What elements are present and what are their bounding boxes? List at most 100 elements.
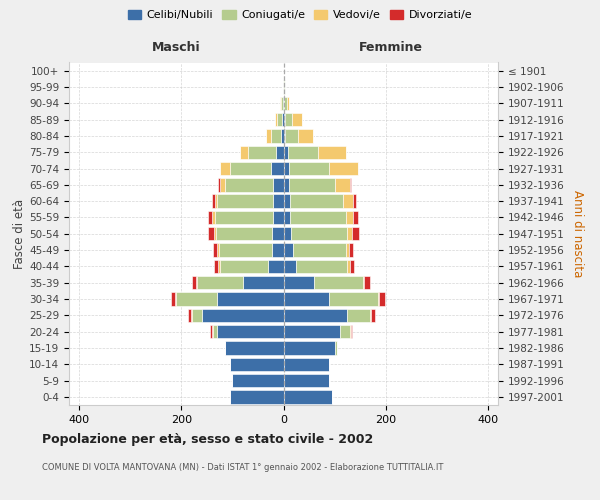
Bar <box>291 227 347 240</box>
Bar <box>240 146 248 159</box>
Bar <box>352 227 359 240</box>
Bar <box>217 244 218 256</box>
Bar <box>284 358 329 371</box>
Bar <box>176 292 217 306</box>
Bar <box>287 96 289 110</box>
Bar <box>284 325 340 338</box>
Bar <box>284 113 292 126</box>
Bar <box>271 129 281 142</box>
Y-axis label: Fasce di età: Fasce di età <box>13 198 26 269</box>
Y-axis label: Anni di nascita: Anni di nascita <box>571 190 584 278</box>
Text: Popolazione per età, sesso e stato civile - 2002: Popolazione per età, sesso e stato civil… <box>42 432 373 446</box>
Bar <box>208 211 212 224</box>
Bar <box>283 113 284 126</box>
Bar <box>273 211 284 224</box>
Bar <box>218 178 220 192</box>
Bar <box>188 308 191 322</box>
Bar <box>284 178 289 192</box>
Bar <box>287 146 318 159</box>
Bar <box>292 113 302 126</box>
Bar <box>346 244 349 256</box>
Bar <box>191 308 202 322</box>
Bar <box>284 146 287 159</box>
Bar <box>225 341 284 354</box>
Bar <box>335 178 350 192</box>
Bar <box>217 194 273 208</box>
Bar <box>280 96 281 110</box>
Bar <box>230 390 284 404</box>
Bar <box>350 178 352 192</box>
Bar <box>242 276 284 289</box>
Bar <box>230 358 284 371</box>
Bar <box>232 374 284 387</box>
Bar <box>378 292 379 306</box>
Bar <box>220 178 225 192</box>
Bar <box>281 96 283 110</box>
Bar <box>362 276 364 289</box>
Bar <box>220 260 268 273</box>
Bar <box>284 341 335 354</box>
Bar <box>347 308 370 322</box>
Bar <box>284 308 347 322</box>
Bar <box>217 292 284 306</box>
Bar <box>370 308 371 322</box>
Bar <box>284 260 296 273</box>
Bar <box>196 276 197 289</box>
Bar <box>347 260 350 273</box>
Bar <box>284 96 287 110</box>
Bar <box>277 113 283 126</box>
Bar <box>353 211 358 224</box>
Bar <box>273 194 284 208</box>
Bar <box>213 325 217 338</box>
Bar <box>329 292 378 306</box>
Bar <box>214 260 218 273</box>
Bar <box>284 390 332 404</box>
Bar <box>216 227 272 240</box>
Bar <box>335 341 337 354</box>
Bar <box>289 162 329 175</box>
Bar <box>230 162 271 175</box>
Bar <box>218 260 220 273</box>
Bar <box>371 308 376 322</box>
Bar <box>347 227 352 240</box>
Bar <box>214 227 216 240</box>
Bar <box>212 325 213 338</box>
Bar <box>271 162 284 175</box>
Bar <box>272 244 284 256</box>
Bar <box>284 162 289 175</box>
Bar <box>340 325 350 338</box>
Legend: Celibi/Nubili, Coniugati/e, Vedovi/e, Divorziati/e: Celibi/Nubili, Coniugati/e, Vedovi/e, Di… <box>124 6 476 25</box>
Bar <box>284 244 293 256</box>
Bar <box>268 260 284 273</box>
Bar <box>350 260 354 273</box>
Bar <box>218 244 272 256</box>
Bar <box>353 194 356 208</box>
Bar <box>191 276 196 289</box>
Bar <box>290 194 343 208</box>
Bar <box>197 276 242 289</box>
Bar <box>351 325 352 338</box>
Bar <box>284 227 291 240</box>
Bar <box>217 325 284 338</box>
Bar <box>284 292 329 306</box>
Bar <box>289 178 335 192</box>
Bar <box>281 129 284 142</box>
Bar <box>284 211 290 224</box>
Bar <box>225 178 273 192</box>
Bar <box>290 211 346 224</box>
Bar <box>175 292 176 306</box>
Bar <box>212 211 215 224</box>
Bar <box>349 244 353 256</box>
Bar <box>211 325 212 338</box>
Bar <box>202 308 284 322</box>
Bar <box>208 227 214 240</box>
Bar <box>346 211 353 224</box>
Bar <box>276 146 284 159</box>
Bar <box>314 276 362 289</box>
Bar <box>298 129 313 142</box>
Bar <box>215 211 273 224</box>
Bar <box>171 292 175 306</box>
Bar <box>293 244 346 256</box>
Bar <box>275 113 277 126</box>
Text: COMUNE DI VOLTA MANTOVANA (MN) - Dati ISTAT 1° gennaio 2002 - Elaborazione TUTTI: COMUNE DI VOLTA MANTOVANA (MN) - Dati IS… <box>42 462 443 471</box>
